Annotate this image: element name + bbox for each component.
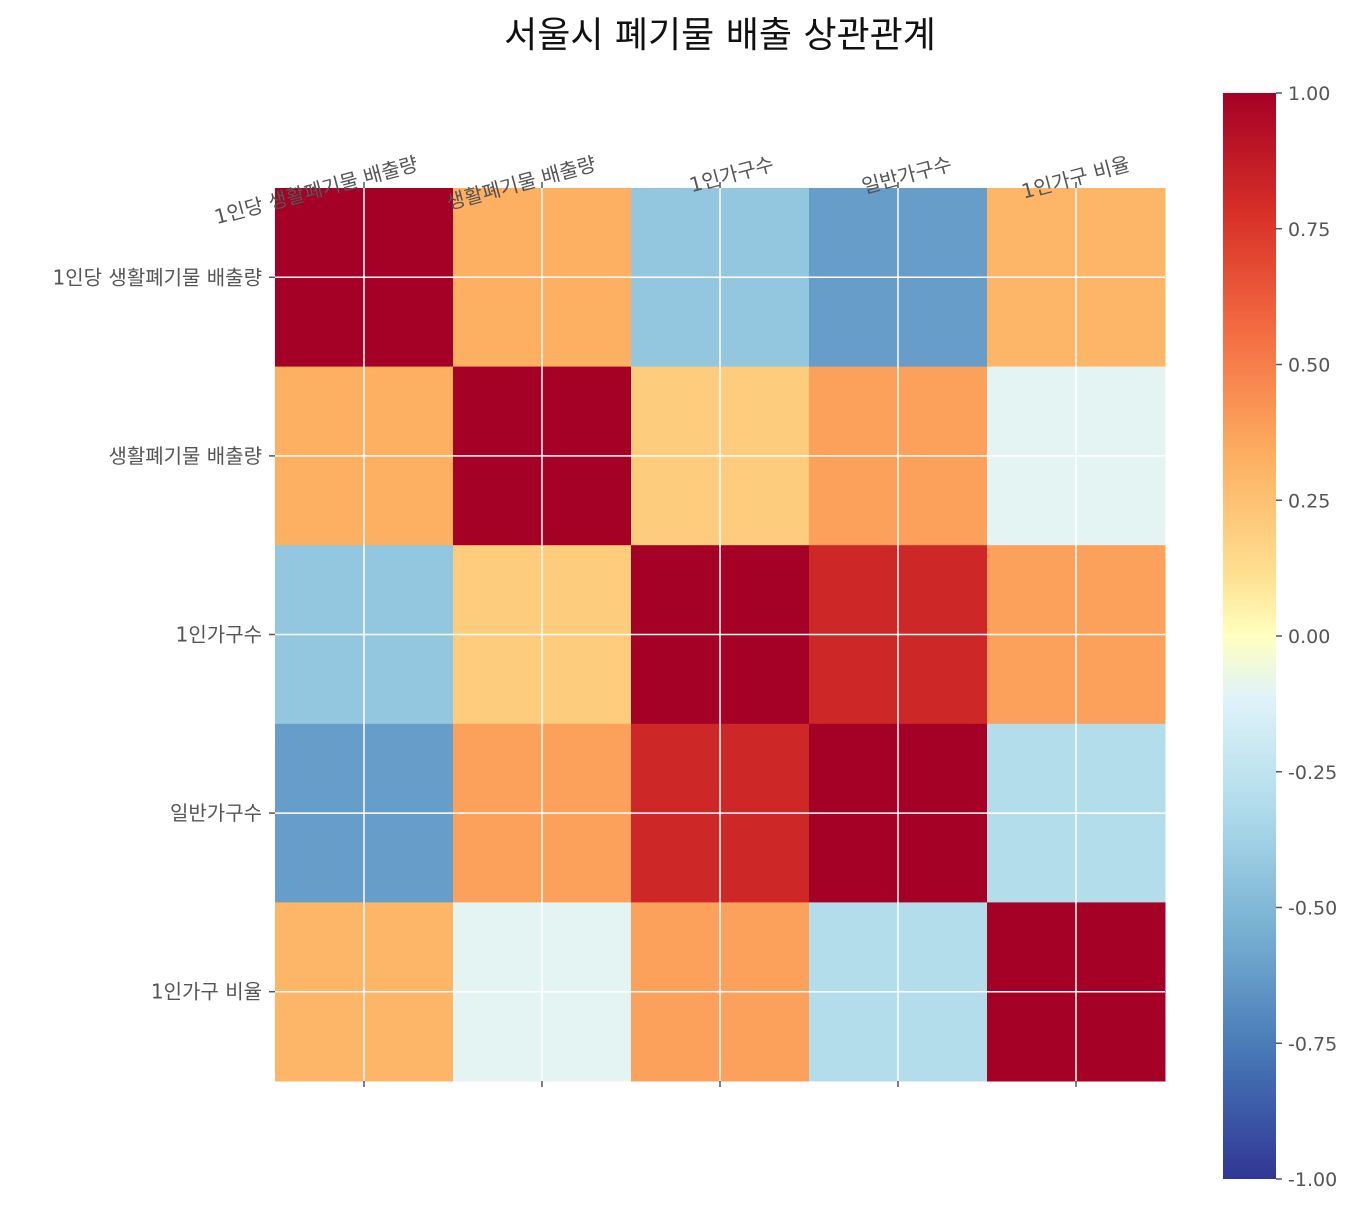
y-tick-label: 생활폐기물 배출량 [108, 444, 262, 468]
y-tick-label: 1인당 생활폐기물 배출량 [53, 265, 262, 289]
colorbar [1223, 93, 1276, 1179]
colorbar-tick-label: 1.00 [1288, 83, 1330, 105]
y-tick-label: 1인가구수 [176, 623, 262, 647]
y-tick-label: 일반가구수 [170, 801, 262, 825]
colorbar-tick-label: -0.25 [1288, 762, 1337, 784]
colorbar-ticks: 1.00 0.75 0.50 0.25 0.00 -0.25 -0.50 -0.75 -1.00 [1276, 83, 1337, 1191]
chart-title: 서울시 폐기물 배출 상관관계 [504, 15, 936, 56]
colorbar-tick-label: 0.00 [1288, 626, 1330, 648]
y-tick-label: 1인가구 비율 [151, 980, 262, 1004]
colorbar-tick-label: 0.50 [1288, 355, 1330, 377]
colorbar-tick-label: -0.75 [1288, 1033, 1337, 1055]
colorbar-tick-label: -0.50 [1288, 898, 1337, 920]
colorbar-tick-label: -1.00 [1288, 1169, 1337, 1191]
colorbar-tick-label: 0.75 [1288, 219, 1330, 241]
colorbar-tick-label: 0.25 [1288, 490, 1330, 512]
heatmap-grid [275, 188, 1165, 1081]
